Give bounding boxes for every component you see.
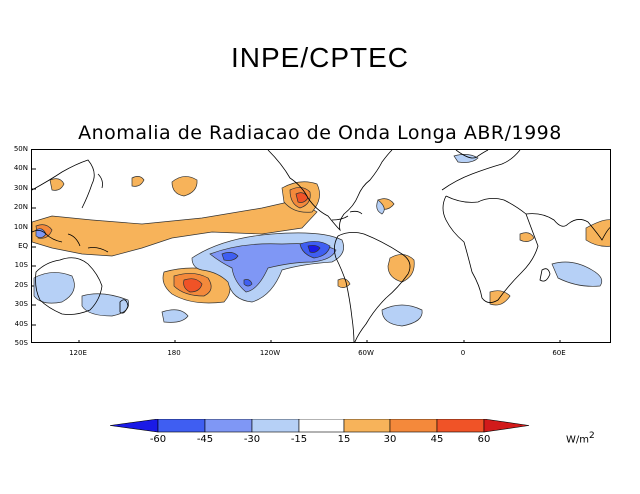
- lat-label-10s: 10S: [14, 261, 28, 269]
- negative-anomaly-moderate: [35, 228, 337, 293]
- legend-tick-minus15: -15: [290, 434, 308, 445]
- legend-swatch-30-15: [251, 419, 300, 433]
- legend-tick-minus30: -30: [243, 434, 261, 445]
- units-exponent: 2: [589, 431, 595, 441]
- lat-label-10n: 10N: [13, 223, 28, 231]
- legend-swatch-30-45: [389, 419, 438, 433]
- legend-swatch-below-60: [110, 419, 159, 433]
- lat-label-50n: 50N: [13, 145, 28, 153]
- legend-swatch-45-60: [436, 419, 485, 433]
- map-canvas: [32, 150, 610, 342]
- legend-tick-minus60: -60: [149, 434, 167, 445]
- legend-swatch-45-30: [204, 419, 253, 433]
- color-legend-bar: [110, 419, 530, 433]
- legend-tick-minus45: -45: [196, 434, 214, 445]
- lon-label-180: 180: [167, 349, 181, 357]
- lat-label-eq: EQ: [18, 242, 28, 250]
- legend-swatch-neutral: [298, 419, 345, 433]
- lat-label-40s: 40S: [14, 320, 28, 328]
- lat-label-50s: 50S: [14, 339, 28, 347]
- lat-label-30n: 30N: [13, 184, 28, 192]
- olr-anomaly-map: [31, 149, 611, 343]
- legend-tick-60: 60: [477, 434, 491, 445]
- lat-label-30s: 30S: [14, 300, 28, 308]
- lon-label-60w: 60W: [358, 349, 374, 357]
- legend-units: W/m2: [566, 431, 595, 445]
- lon-label-0: 0: [460, 349, 466, 357]
- negative-anomaly-peak: [307, 244, 321, 253]
- agency-title: INPE/CPTEC: [230, 42, 410, 73]
- legend-tick-45: 45: [430, 434, 444, 445]
- legend-swatch-above-60: [483, 419, 530, 433]
- lon-label-60e: 60E: [552, 349, 566, 357]
- lon-label-120w: 120W: [259, 349, 281, 357]
- legend-tick-30: 30: [383, 434, 397, 445]
- legend-tick-15: 15: [337, 434, 351, 445]
- lat-label-40n: 40N: [13, 164, 28, 172]
- positive-anomaly-peak: [183, 192, 309, 293]
- axis-ticks: [32, 168, 561, 342]
- units-base: W/m: [566, 434, 589, 446]
- lat-label-20s: 20S: [14, 281, 28, 289]
- legend-swatch-60-45: [157, 419, 206, 433]
- map-title: Anomalia de Radiacao de Onda Longa ABR/1…: [78, 122, 562, 144]
- lon-label-120e: 120E: [69, 349, 87, 357]
- coastlines: [32, 150, 610, 342]
- legend-swatch-15-30: [343, 419, 391, 433]
- lat-label-20n: 20N: [13, 203, 28, 211]
